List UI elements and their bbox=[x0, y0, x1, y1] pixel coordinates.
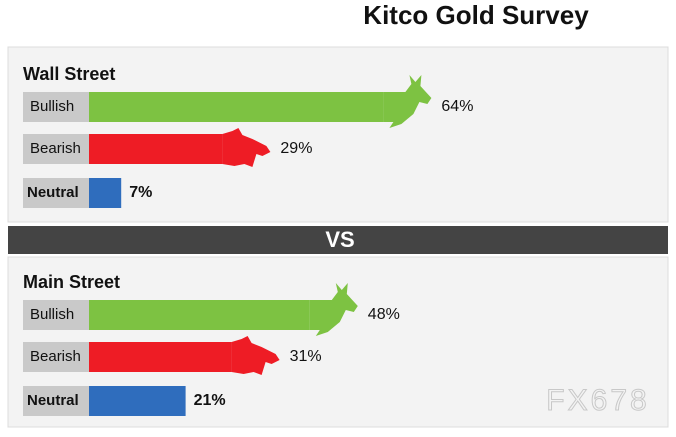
bar bbox=[89, 134, 223, 164]
bear-icon bbox=[231, 336, 280, 375]
bull-icon bbox=[309, 283, 358, 336]
bear-icon bbox=[222, 128, 271, 167]
value-label: 21% bbox=[194, 392, 226, 409]
bar bbox=[89, 386, 186, 416]
category-label: Bearish bbox=[30, 140, 81, 157]
category-label: Bullish bbox=[30, 98, 74, 115]
category-box bbox=[23, 342, 89, 372]
category-label: Bullish bbox=[30, 306, 74, 323]
panel-title: Main Street bbox=[23, 272, 120, 292]
bar bbox=[89, 300, 310, 330]
watermark: FX678 bbox=[546, 384, 649, 417]
separator-band bbox=[8, 226, 668, 254]
value-label: 48% bbox=[368, 306, 400, 323]
panel-title: Wall Street bbox=[23, 64, 115, 84]
category-label: Bearish bbox=[30, 348, 81, 365]
value-label: 29% bbox=[280, 140, 312, 157]
value-label: 7% bbox=[129, 184, 152, 201]
category-box bbox=[23, 92, 89, 122]
bar bbox=[89, 342, 232, 372]
bar bbox=[89, 92, 384, 122]
value-label: 64% bbox=[441, 98, 473, 115]
category-box bbox=[23, 386, 89, 416]
separator: VS bbox=[325, 227, 354, 252]
title: Kitco Gold Survey bbox=[363, 0, 589, 30]
value-label: 31% bbox=[290, 348, 322, 365]
bar bbox=[89, 178, 122, 208]
category-box bbox=[23, 178, 89, 208]
bull-icon bbox=[383, 75, 432, 128]
category-label: Neutral bbox=[27, 184, 79, 201]
category-box bbox=[23, 134, 89, 164]
category-label: Neutral bbox=[27, 392, 79, 409]
category-box bbox=[23, 300, 89, 330]
